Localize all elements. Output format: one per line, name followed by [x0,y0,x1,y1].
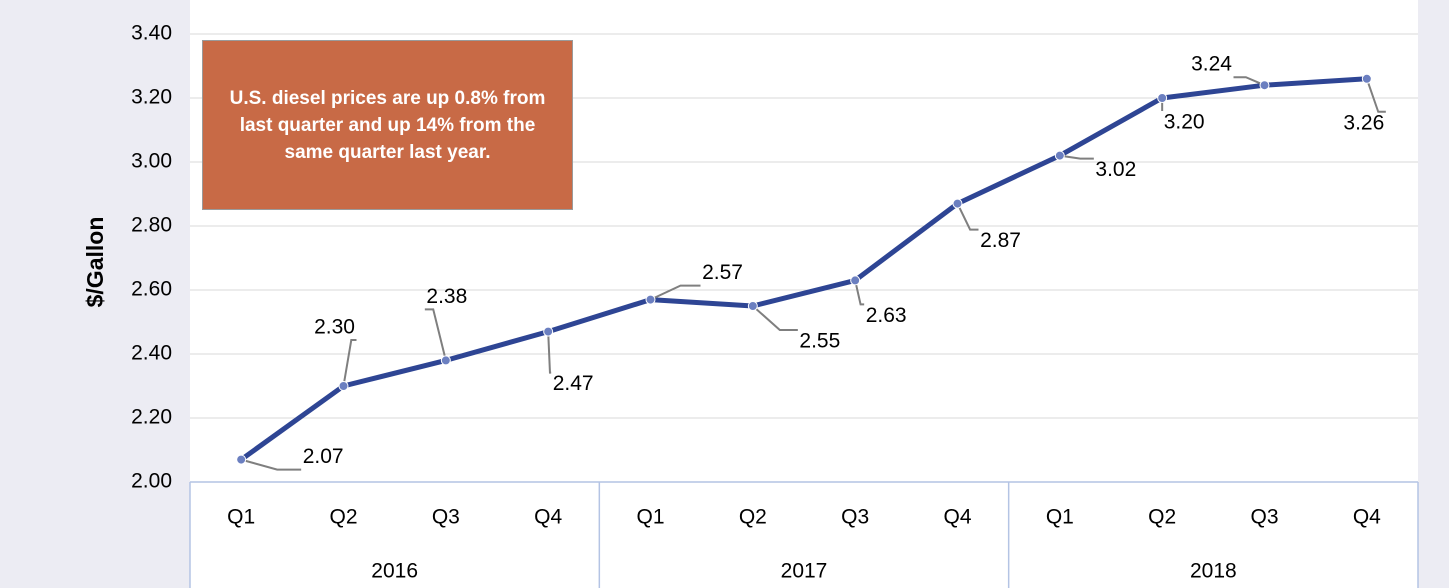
x-tick-label: Q2 [329,506,357,529]
x-tick-label: Q3 [841,506,869,529]
y-tick-label: 2.20 [131,406,172,429]
data-point [440,355,451,366]
y-tick-label: 2.00 [131,470,172,493]
leader-line [752,305,798,331]
x-tick-label: Q1 [636,506,664,529]
data-label: 3.24 [1191,53,1232,76]
x-tick-label: Q1 [227,506,255,529]
x-tick-label: Q1 [1046,506,1074,529]
data-label: 2.57 [702,261,743,284]
leader-line [1365,78,1386,113]
data-point [1157,93,1168,103]
x-tick-label: Q2 [1148,506,1176,529]
data-point [850,275,861,286]
data-label: 3.02 [1095,158,1136,181]
data-point [1259,80,1270,91]
group-label: 2018 [1190,560,1237,583]
annotation: U.S. diesel prices are up 0.8% from last… [202,40,573,210]
data-label: 2.47 [553,372,594,395]
data-point [236,454,247,465]
x-tick-label: Q4 [1353,506,1381,529]
leader-line [650,284,701,301]
data-point [1054,150,1065,161]
data-label: 2.38 [426,285,467,308]
x-tick-label: Q3 [1250,506,1278,529]
leader-line [1059,154,1094,160]
data-point [1361,73,1372,84]
group-label: 2016 [371,560,418,583]
y-tick-label: 2.80 [131,214,172,237]
y-axis-label: $/Gallon [82,217,108,308]
leader-line [854,280,865,306]
y-tick-label: 3.00 [131,150,172,173]
data-point [543,326,554,337]
x-tick-label: Q4 [534,506,562,529]
x-tick-label: Q2 [739,506,767,529]
leader-line [956,203,979,231]
data-label: 2.87 [980,229,1021,252]
data-point [952,198,963,209]
data-point [645,294,656,305]
data-label: 2.55 [799,330,840,353]
data-label: 3.20 [1164,111,1205,134]
y-tick-label: 2.60 [131,278,172,301]
y-tick-label: 3.20 [131,86,172,109]
leader-line [1233,76,1265,87]
data-line [239,76,1367,462]
group-label: 2017 [781,560,828,583]
x-tick-label: Q3 [432,506,460,529]
y-tick-label: 3.40 [131,22,172,45]
data-label: 2.63 [866,304,907,327]
data-label: 3.26 [1343,111,1384,134]
leader-line [547,331,552,374]
y-tick-label: 2.40 [131,342,172,365]
data-label: 2.30 [314,316,355,339]
data-label: 2.07 [303,445,344,468]
data-point [747,301,758,311]
leader-line [424,308,447,361]
data-point [338,381,349,391]
x-tick-label: Q4 [943,506,971,529]
leader-line [342,339,357,387]
leader-line [240,458,302,471]
